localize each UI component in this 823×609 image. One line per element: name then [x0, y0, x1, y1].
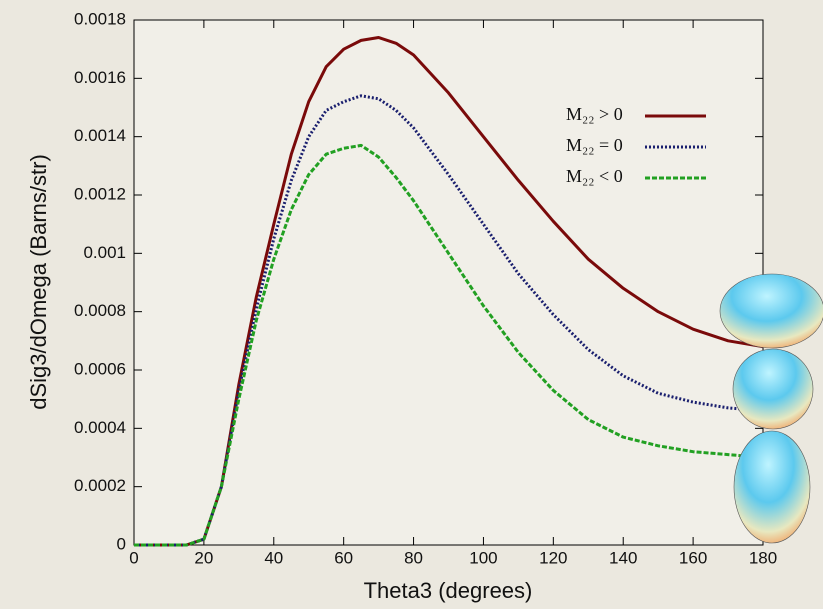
sphere [732, 348, 814, 430]
x-tick-label: 100 [469, 548, 497, 567]
x-tick-label: 60 [334, 548, 353, 567]
legend-label: M₂₂ > 0 [566, 104, 623, 124]
prolate-ellipsoid [733, 430, 811, 544]
plot-frame [133, 19, 764, 546]
x-tick-label: 140 [609, 548, 637, 567]
y-tick-label: 0.001 [83, 243, 126, 262]
legend-label: M₂₂ < 0 [566, 166, 623, 186]
y-tick-label: 0.0004 [74, 418, 126, 437]
oblate-ellipsoid [719, 273, 823, 349]
y-axis-label: dSig3/dOmega (Barns/str) [26, 154, 51, 410]
y-tick-label: 0.0016 [74, 68, 126, 87]
series-line [134, 143, 764, 547]
x-tick-label: 40 [264, 548, 283, 567]
x-tick-label: 160 [679, 548, 707, 567]
ellipsoid-icons [719, 273, 823, 544]
x-tick-label: 180 [749, 548, 777, 567]
x-axis-label: Theta3 (degrees) [364, 578, 533, 603]
y-tick-label: 0.0008 [74, 301, 126, 320]
x-tick-label: 120 [539, 548, 567, 567]
y-tick-label: 0.0012 [74, 184, 126, 203]
x-tick-label: 0 [129, 548, 138, 567]
y-tick-label: 0.0014 [74, 126, 126, 145]
y-tick-label: 0.0002 [74, 476, 126, 495]
y-tick-label: 0.0006 [74, 359, 126, 378]
y-tick-label: 0 [117, 534, 126, 553]
x-tick-label: 80 [404, 548, 423, 567]
legend-label: M₂₂ = 0 [566, 135, 623, 155]
y-tick-label: 0.0018 [74, 9, 126, 28]
x-tick-label: 20 [194, 548, 213, 567]
